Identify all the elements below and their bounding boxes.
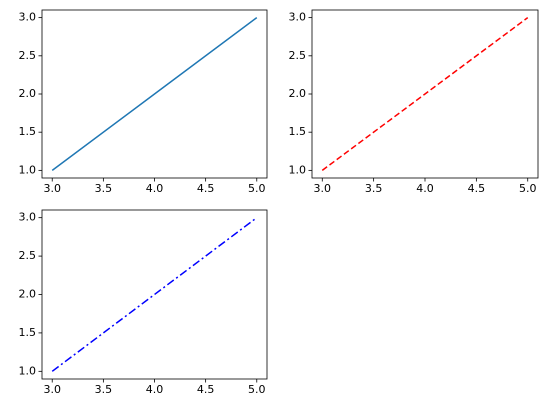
x-tick-label: 4.0 <box>416 182 434 195</box>
y-tick-label: 2.5 <box>19 249 37 262</box>
x-tick-label: 4.5 <box>197 383 215 396</box>
y-tick-label: 3.0 <box>19 211 37 224</box>
y-tick-label: 1.5 <box>289 125 307 138</box>
y-tick-label: 2.0 <box>289 87 307 100</box>
x-tick-label: 3.5 <box>95 383 113 396</box>
y-tick-label: 3.0 <box>289 11 307 24</box>
x-tick-label: 5.0 <box>248 182 266 195</box>
y-tick-label: 1.0 <box>19 364 37 377</box>
y-tick-label: 1.0 <box>289 163 307 176</box>
x-tick-label: 5.0 <box>248 383 266 396</box>
data-line <box>51 217 258 372</box>
x-tick-label: 4.0 <box>146 182 164 195</box>
y-tick-label: 2.0 <box>19 87 37 100</box>
y-tick-label: 1.5 <box>19 125 37 138</box>
y-tick-label: 2.0 <box>19 288 37 301</box>
data-line <box>51 17 258 171</box>
y-tick-label: 3.0 <box>19 11 37 24</box>
y-tick-label: 2.5 <box>19 49 37 62</box>
x-tick-label: 3.0 <box>314 182 332 195</box>
x-tick-label: 4.5 <box>197 182 215 195</box>
x-tick-label: 3.5 <box>95 182 113 195</box>
x-tick-label: 3.0 <box>43 383 61 396</box>
x-tick-label: 5.0 <box>519 182 537 195</box>
x-tick-label: 4.0 <box>146 383 164 396</box>
y-tick-label: 2.5 <box>289 49 307 62</box>
x-tick-label: 3.0 <box>43 182 61 195</box>
data-line <box>321 17 529 171</box>
y-tick-label: 1.5 <box>19 326 37 339</box>
x-tick-label: 3.5 <box>365 182 383 195</box>
x-tick-label: 4.5 <box>468 182 486 195</box>
y-tick-label: 1.0 <box>19 163 37 176</box>
